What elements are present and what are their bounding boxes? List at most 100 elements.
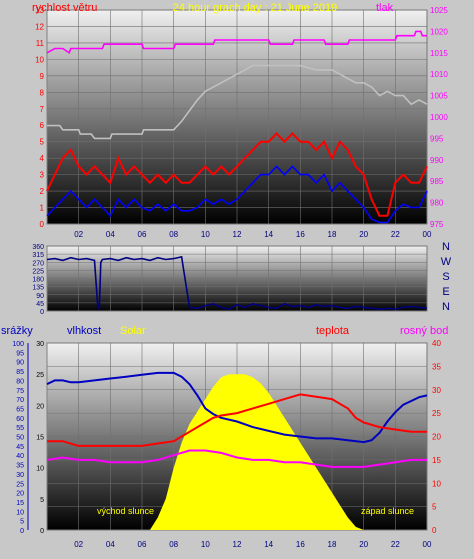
temp-tick-label: 15 <box>432 456 441 465</box>
pressure-tick-label: 1010 <box>430 70 448 79</box>
precip-tick-label: 55 <box>16 425 24 432</box>
x-tick-label: 10 <box>201 540 210 549</box>
x-tick-label: 20 <box>359 230 368 239</box>
wind-pressure-series <box>46 30 428 224</box>
temp-tick-label: 40 <box>432 339 441 348</box>
compass-label: W <box>441 256 452 268</box>
x-tick-label: 04 <box>106 230 115 239</box>
sunset-annotation: západ slunce <box>361 506 414 516</box>
temperature-line <box>47 393 427 447</box>
precip-tick-label: 100 <box>12 341 24 348</box>
x-tick-label: 16 <box>296 230 305 239</box>
x-tick-label: 18 <box>328 540 337 549</box>
chart-title: 24 hour grach day : 21 June 2019 <box>173 2 338 14</box>
temp-humidity-panel: 0510152025303540455055606570758085909510… <box>1 325 448 549</box>
wind-tick-label: 8 <box>40 88 45 97</box>
temp-axis-ticks: 0 5 10 15 20 25 30 35 40 <box>432 339 441 535</box>
x-tick-label: 20 <box>359 540 368 549</box>
direction-tick-label: 270 <box>32 260 44 267</box>
compass-label: N <box>442 241 450 253</box>
pressure-tick-label: 975 <box>430 220 444 229</box>
precip-tick-label: 90 <box>16 360 24 367</box>
direction-grid <box>47 245 428 312</box>
precip-tick-label: 65 <box>16 406 24 413</box>
direction-tick-label: 360 <box>32 244 44 251</box>
wind-tick-label: 3 <box>40 171 45 180</box>
pressure-tick-label: 995 <box>430 134 444 143</box>
temp-tick-label: 25 <box>432 409 441 418</box>
wind-tick-label: 4 <box>40 154 45 163</box>
humidity-tick-label: 30 <box>36 341 44 348</box>
pressure-line <box>46 30 427 55</box>
wind-tick-label: 0 <box>40 220 45 229</box>
precip-tick-label: 50 <box>16 435 24 442</box>
x-tick-label: 14 <box>264 230 273 239</box>
humidity-axis-ticks: 0 5 10 15 20 25 30 <box>36 341 44 535</box>
temp-tick-label: 35 <box>432 362 441 371</box>
x-tick-label: 06 <box>138 230 147 239</box>
precip-tick-label: 0 <box>20 528 24 535</box>
dewpoint-line <box>46 449 427 468</box>
x-tick-label: 08 <box>169 540 178 549</box>
precip-tick-label: 25 <box>16 481 24 488</box>
precip-tick-label: 45 <box>16 444 24 451</box>
temp-tick-label: 5 <box>432 503 437 512</box>
x-tick-label: 08 <box>169 230 178 239</box>
wind-direction-line <box>46 255 428 311</box>
x-tick-label: 22 <box>391 540 400 549</box>
solar-area-fill <box>47 374 427 530</box>
wind-axis-label: rychlost větru <box>32 2 97 14</box>
wind_gust-line <box>46 132 428 217</box>
pressure-tick-label: 980 <box>430 199 444 208</box>
wind-tick-label: 13 <box>35 6 44 15</box>
x-tick-label: 16 <box>296 540 305 549</box>
direction-tick-label: 0 <box>40 309 44 316</box>
direction-tick-label: 90 <box>36 293 44 300</box>
x-tick-label: 02 <box>74 230 83 239</box>
x-tick-label: 00 <box>423 540 432 549</box>
temp-x-ticks: 02 04 06 08 10 12 14 16 18 20 22 00 <box>74 540 432 549</box>
pressure-tick-label: 1000 <box>430 113 448 122</box>
direction-tick-label: 135 <box>32 285 44 292</box>
humidity-tick-label: 0 <box>40 528 44 535</box>
compass-label: N <box>442 301 450 313</box>
x-tick-label: 10 <box>201 230 210 239</box>
direction-series <box>46 255 428 311</box>
temp-tick-label: 20 <box>432 433 441 442</box>
dewpoint-label: rosný bod <box>400 325 448 337</box>
solar-label: Solar <box>120 325 146 337</box>
humidity-tick-label: 10 <box>36 466 44 473</box>
pressure-tick-label: 1005 <box>430 92 448 101</box>
wind_avg-line <box>46 165 428 224</box>
temp-humidity-series <box>46 371 428 468</box>
precip-tick-label: 5 <box>20 519 24 526</box>
temp-tick-label: 30 <box>432 386 441 395</box>
wind-tick-label: 11 <box>36 39 45 48</box>
wind-tick-label: 12 <box>35 22 44 31</box>
compass-label: S <box>442 271 449 283</box>
pressure-tick-label: 1025 <box>430 6 448 15</box>
wind-tick-label: 2 <box>40 187 45 196</box>
x-tick-label: 12 <box>233 230 242 239</box>
precip-tick-label: 10 <box>16 509 24 516</box>
temp-tick-label: 10 <box>432 479 441 488</box>
pressure-tick-label: 985 <box>430 177 444 186</box>
pressure-tick-label: 1020 <box>430 27 448 36</box>
humidity-label: vlhkost <box>67 325 101 337</box>
pressure-tick-label: 990 <box>430 156 444 165</box>
precip-tick-label: 35 <box>16 463 24 470</box>
x-tick-label: 22 <box>391 230 400 239</box>
precip-tick-label: 75 <box>16 388 24 395</box>
direction-tick-label: 225 <box>32 268 44 275</box>
solar-area <box>47 374 427 530</box>
x-tick-label: 06 <box>138 540 147 549</box>
precip-tick-label: 20 <box>16 491 24 498</box>
precip-tick-label: 60 <box>16 416 24 423</box>
pressure-axis-label: tlak <box>376 2 394 14</box>
